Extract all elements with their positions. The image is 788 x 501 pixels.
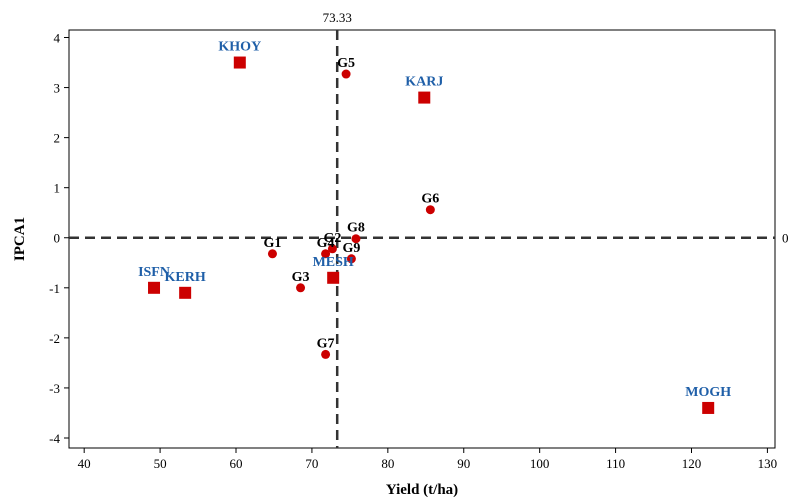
- genotype-point: [321, 249, 331, 259]
- y-tick-label: 2: [54, 131, 61, 146]
- genotype-label: G1: [264, 236, 282, 251]
- genotype-point: [321, 349, 331, 359]
- genotype-label: G2: [323, 231, 341, 246]
- genotype-label: G5: [337, 56, 355, 71]
- x-tick-label: 80: [381, 456, 394, 471]
- genotype-point: [296, 283, 306, 293]
- y-tick-label: -4: [49, 431, 60, 446]
- y-tick-label: 4: [54, 31, 61, 46]
- genotype-label: G9: [342, 241, 360, 256]
- genotype-label: G7: [317, 336, 335, 351]
- genotype-point: [425, 205, 435, 215]
- data-marks: [148, 56, 715, 414]
- genotype-label: G6: [421, 192, 439, 207]
- y-tick-label: 0: [54, 231, 61, 246]
- environment-point: [179, 286, 192, 299]
- genotype-label: G3: [292, 270, 310, 285]
- x-axis-title: Yield (t/ha): [386, 482, 458, 498]
- environment-point: [327, 271, 340, 284]
- environment-label: KERH: [165, 270, 206, 285]
- y-tick-label: -1: [49, 281, 60, 296]
- x-tick-label: 110: [606, 456, 625, 471]
- axis-ticks: 40 50 60 70 80 90 100 110 120 130 -4 -3 -2 -1 0 1 2 3 4: [49, 31, 777, 471]
- environment-point: [418, 91, 431, 104]
- y-tick-label: -3: [49, 381, 60, 396]
- genotype-point: [346, 254, 356, 264]
- horizontal-ref-label: 0: [782, 231, 788, 246]
- genotype-point: [267, 249, 277, 259]
- x-tick-label: 120: [682, 456, 702, 471]
- plot-frame: [68, 29, 776, 449]
- reference-lines: [69, 30, 775, 448]
- environment-label: ISFN: [138, 265, 170, 280]
- environment-label: MESH: [313, 255, 354, 270]
- environment-point: [233, 56, 246, 69]
- genotype-point: [327, 244, 337, 254]
- y-tick-label: 3: [54, 81, 61, 96]
- genotype-label: G8: [347, 221, 365, 236]
- genotype-point: [341, 69, 351, 79]
- y-axis-title: IPCA1: [12, 217, 28, 261]
- x-tick-label: 50: [154, 456, 167, 471]
- y-tick-label: -2: [49, 331, 60, 346]
- x-tick-label: 70: [305, 456, 318, 471]
- x-tick-label: 90: [457, 456, 470, 471]
- environment-label: MOGH: [685, 385, 731, 400]
- x-tick-label: 40: [78, 456, 91, 471]
- environment-label: KARJ: [405, 75, 443, 90]
- environment-point: [148, 281, 161, 294]
- vertical-ref-label: 73.33: [323, 10, 352, 25]
- x-tick-label: 100: [530, 456, 550, 471]
- genotype-label: G4: [317, 236, 335, 251]
- environment-label: KHOY: [218, 40, 261, 55]
- y-tick-label: 1: [54, 181, 61, 196]
- x-tick-label: 130: [758, 456, 778, 471]
- x-tick-label: 60: [230, 456, 243, 471]
- environment-point: [702, 401, 715, 414]
- genotype-point: [351, 234, 361, 244]
